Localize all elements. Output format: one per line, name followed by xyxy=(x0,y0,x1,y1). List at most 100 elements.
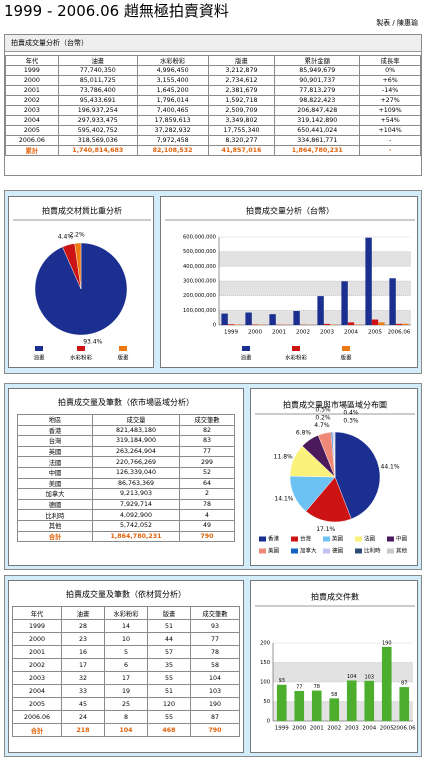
x-tick-label: 1999 xyxy=(224,330,238,336)
y-tick-label: 0 xyxy=(213,323,216,329)
column-header: 成長率 xyxy=(359,55,421,66)
grid-band xyxy=(219,310,411,325)
table-cell: 2005 xyxy=(12,697,62,711)
table-row: 台灣 319,184,900 83 xyxy=(17,435,235,447)
y-tick-label: 300,000,000 xyxy=(183,279,216,285)
sales-section: 拍賣成交量分析（台幣） 年代 油畫 水彩粉彩 版畫 累計金額 成長率 1999 77,740,… xyxy=(4,34,422,176)
table-cell: +104% xyxy=(359,125,421,136)
data-label: 17.1% xyxy=(316,526,335,533)
table-cell: 595,402,752 xyxy=(57,125,138,136)
table-cell: 263,264,904 xyxy=(92,445,180,458)
table-row: 1999 28 14 51 93 xyxy=(12,619,240,633)
data-label: 58 xyxy=(331,692,337,698)
table-row: 2002 95,433,691 1,796,014 1,592,718 98,822,4… xyxy=(5,95,421,106)
table-cell: 2006.06 xyxy=(12,710,62,724)
x-tick-label: 2003 xyxy=(320,330,334,336)
table-cell: 57 xyxy=(147,645,191,659)
table-title: 拍賣成交量及筆數（依市場區域分析） xyxy=(58,398,194,407)
column-header: 成交筆數 xyxy=(179,414,235,426)
table-cell: 220,766,269 xyxy=(92,456,180,468)
table-cell: 法國 xyxy=(17,456,93,468)
data-label: 0.5% xyxy=(315,407,331,414)
total-cell: 790 xyxy=(179,530,235,543)
y-tick-label: 0 xyxy=(267,719,270,725)
table-cell: 2004 xyxy=(12,684,62,698)
table-cell: 334,861,771 xyxy=(274,135,361,146)
table-row: 香港 821,483,180 82 xyxy=(17,424,235,437)
bar xyxy=(399,687,410,721)
table-cell: 55 xyxy=(147,710,191,724)
table-row: 2003 196,937,254 7,400,465 2,509,709 206,847… xyxy=(5,105,421,116)
bar xyxy=(347,322,355,325)
header-row: 地區 成交量 成交筆數 xyxy=(17,414,235,426)
table-wrap: 地區 成交量 成交筆數 香港 821,483,180 82 台灣 319,184,900 83 英… xyxy=(9,414,243,543)
bar xyxy=(227,324,235,325)
legend-swatch xyxy=(35,346,43,351)
total-cell: 1,864,780,231 xyxy=(92,530,180,543)
column-header: 成交筆數 xyxy=(190,606,240,620)
table-panel: 拍賣成交量及筆數（依市場區域分析） 地區 成交量 成交筆數 香港 821,483,180… xyxy=(8,388,244,566)
table-cell: 8 xyxy=(104,710,148,724)
table-row: 加拿大 9,213,903 2 xyxy=(17,488,235,500)
legend-swatch xyxy=(259,548,266,554)
bar xyxy=(294,690,305,721)
chart-title: 拍賣成交量分析（台幣） xyxy=(246,206,334,216)
table-cell: 35 xyxy=(147,658,191,672)
table-cell: 297,933,475 xyxy=(57,115,138,126)
table-cell: 37,282,932 xyxy=(136,125,209,136)
y-tick-label: 50 xyxy=(263,699,270,705)
x-tick-label: 2002 xyxy=(296,330,310,336)
table-cell: 0% xyxy=(359,65,421,76)
legend-swatch xyxy=(292,346,300,351)
legend-label: 版畫 xyxy=(117,354,129,362)
table-cell: 64 xyxy=(179,477,235,490)
data-label: 44.1% xyxy=(381,464,400,471)
table-cell: 17,755,340 xyxy=(207,125,276,136)
header-row: 年代 油畫 水彩粉彩 版畫 累計金額 成長率 xyxy=(5,55,421,66)
table-row: 2005 45 25 120 190 xyxy=(12,697,240,711)
legend-label: 英國 xyxy=(332,535,344,543)
table-row: 2001 73,786,400 1,645,200 2,381,679 77,813,2… xyxy=(5,85,421,96)
table-cell: 120 xyxy=(147,697,191,711)
bar xyxy=(323,323,331,325)
column-header: 年代 xyxy=(5,55,59,66)
table-row: 德國 7,929,714 78 xyxy=(17,498,235,511)
x-tick-label: 2002 xyxy=(327,726,341,732)
column-header: 累計金額 xyxy=(274,55,361,66)
x-tick-label: 2005 xyxy=(368,330,382,336)
legend-label: 水彩粉彩 xyxy=(285,354,308,362)
table-cell: 7,972,458 xyxy=(136,135,209,146)
chart-title: 拍賣成交件數 xyxy=(311,592,359,602)
table-cell: 2003 xyxy=(5,105,59,116)
table-row: 2003 32 17 55 104 xyxy=(12,671,240,685)
data-label: 87 xyxy=(401,681,407,687)
table-cell: 1,592,718 xyxy=(207,95,276,106)
table-cell: 87 xyxy=(190,710,240,724)
table-cell: 5 xyxy=(104,645,148,659)
legend-label: 油畫 xyxy=(240,354,252,362)
total-cell: 合計 xyxy=(17,530,93,543)
table-cell: 17,859,613 xyxy=(136,115,209,126)
table-cell: 17 xyxy=(61,658,105,672)
table-cell: 318,569,036 xyxy=(57,135,138,146)
data-label: 104 xyxy=(347,674,357,680)
total-cell: 1,864,780,231 xyxy=(274,145,361,156)
data-label: 6.8% xyxy=(296,430,312,437)
data-label: 93.4% xyxy=(83,338,102,345)
table-cell: 98,822,423 xyxy=(274,95,361,106)
legend-label: 加拿大 xyxy=(300,547,317,555)
table-cell: 香港 xyxy=(17,424,93,437)
table-row: 2001 16 5 57 78 xyxy=(12,645,240,659)
bar xyxy=(395,323,403,325)
table-row: 英國 263,264,904 77 xyxy=(17,445,235,458)
column-header: 版畫 xyxy=(207,55,276,66)
bar xyxy=(389,278,396,325)
table-cell: 93 xyxy=(190,619,240,633)
column-header: 年代 xyxy=(12,606,62,620)
table-cell: 2000 xyxy=(12,632,62,646)
table-row: 2002 17 6 35 58 xyxy=(12,658,240,672)
column-header: 水彩粉彩 xyxy=(136,55,209,66)
bar xyxy=(245,312,252,325)
y-tick-label: 400,000,000 xyxy=(183,264,216,270)
data-label: 0.3% xyxy=(343,418,359,425)
